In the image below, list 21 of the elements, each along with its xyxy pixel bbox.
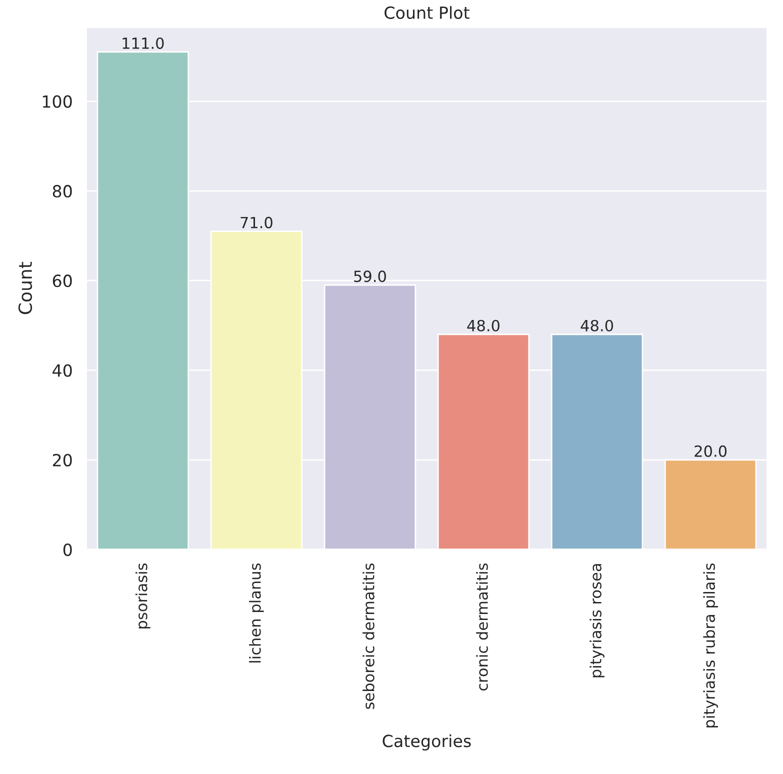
data-label: 111.0 [122,37,164,50]
data-label: 59.0 [354,270,386,282]
data-label: 48.0 [467,320,500,332]
data-label: 48.0 [580,320,614,332]
y-tick-label: 20 [52,454,72,466]
y-tick-label: 60 [52,274,72,288]
data-label: 71.0 [240,216,272,228]
y-tick-label: 40 [52,364,72,377]
x-tick-label: lichen planus [249,563,264,662]
x-tick-label: pityriasis rosea [590,564,604,678]
x-axis-title: Categories [382,734,471,750]
x-tick-label: pityriasis rubra pilaris [703,563,718,728]
data-label: 20.0 [694,445,727,457]
y-axis-title: Count [18,262,32,314]
x-tick-label: cronic dermatitis [476,563,488,691]
chart-title: Count Plot [384,6,470,19]
x-tick-label: psoriasis [136,563,150,628]
x-tick-label: seboreic dermatitis [362,563,374,709]
y-tick-label: 100 [42,95,72,108]
y-tick-label: 80 [52,184,72,198]
y-tick-label: 0 [63,544,72,556]
